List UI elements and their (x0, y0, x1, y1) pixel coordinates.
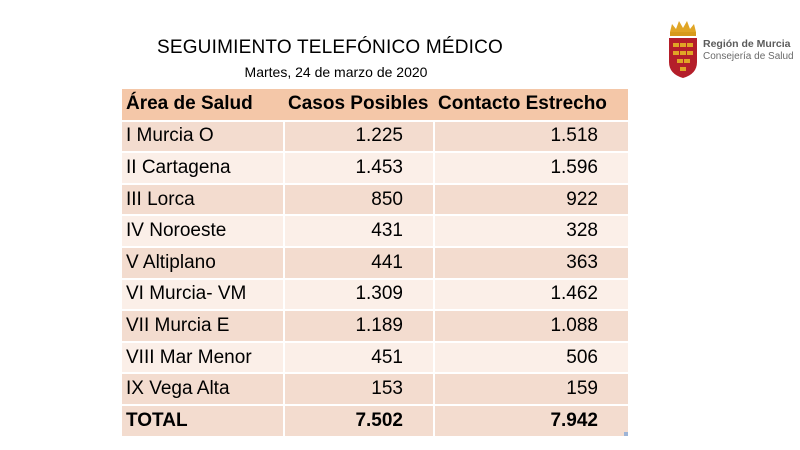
health-area-table: Área de Salud Casos Posibles Contacto Es… (122, 89, 628, 438)
close-contact-cell: 1.088 (434, 310, 628, 342)
slide-corner-mark (624, 432, 628, 436)
area-cell: IV Noroeste (122, 215, 285, 247)
possible-cases-cell: 431 (284, 215, 435, 247)
possible-cases-cell: 1.309 (284, 278, 435, 311)
table-row: VII Murcia E 1.189 1.088 (122, 310, 628, 342)
close-contact-cell: 363 (434, 246, 628, 279)
logo-dept-name: Consejería de Salud (703, 51, 794, 62)
possible-cases-cell: 850 (284, 183, 435, 216)
coat-of-arms-icon (669, 21, 697, 78)
total-possible-cases-cell: 7.502 (284, 404, 435, 437)
close-contact-cell: 1.462 (434, 278, 628, 311)
column-header: Casos Posibles (284, 89, 434, 121)
area-cell: I Murcia O (122, 120, 285, 153)
logo-org-name: Región de Murcia (703, 38, 791, 50)
table-row: VI Murcia- VM 1.309 1.462 (122, 278, 628, 311)
area-cell: VII Murcia E (122, 310, 285, 342)
table-row: V Altiplano 441 363 (122, 246, 628, 279)
area-cell: IX Vega Alta (122, 373, 285, 405)
table-row: IX Vega Alta 153 159 (122, 373, 628, 405)
table-header-row: Área de Salud Casos Posibles Contacto Es… (122, 89, 628, 121)
total-label-cell: TOTAL (122, 404, 285, 437)
close-contact-cell: 1.596 (434, 152, 628, 184)
possible-cases-cell: 153 (284, 373, 435, 405)
close-contact-cell: 922 (434, 183, 628, 216)
close-contact-cell: 159 (434, 373, 628, 405)
close-contact-cell: 328 (434, 215, 628, 247)
possible-cases-cell: 451 (284, 341, 435, 374)
close-contact-cell: 506 (434, 341, 628, 374)
table-row: VIII Mar Menor 451 506 (122, 341, 628, 374)
possible-cases-cell: 441 (284, 246, 435, 279)
area-cell: VI Murcia- VM (122, 278, 285, 311)
close-contact-cell: 1.518 (434, 120, 628, 153)
area-cell: V Altiplano (122, 246, 285, 279)
area-cell: VIII Mar Menor (122, 341, 285, 374)
table-total-row: TOTAL 7.502 7.942 (122, 404, 628, 437)
column-header: Área de Salud (122, 89, 284, 121)
possible-cases-cell: 1.189 (284, 310, 435, 342)
table-row: IV Noroeste 431 328 (122, 215, 628, 247)
region-logo: Región de Murcia Consejería de Salud (660, 18, 800, 88)
table-row: III Lorca 850 922 (122, 183, 628, 216)
table-row: II Cartagena 1.453 1.596 (122, 152, 628, 184)
area-cell: III Lorca (122, 183, 285, 216)
page-date: Martes, 24 de marzo de 2020 (244, 64, 428, 80)
column-header: Contacto Estrecho (434, 89, 628, 121)
possible-cases-cell: 1.453 (284, 152, 435, 184)
total-close-contact-cell: 7.942 (434, 404, 628, 437)
page-title: SEGUIMIENTO TELEFÓNICO MÉDICO (156, 37, 504, 58)
area-cell: II Cartagena (122, 152, 285, 184)
table-row: I Murcia O 1.225 1.518 (122, 120, 628, 153)
possible-cases-cell: 1.225 (284, 120, 435, 153)
